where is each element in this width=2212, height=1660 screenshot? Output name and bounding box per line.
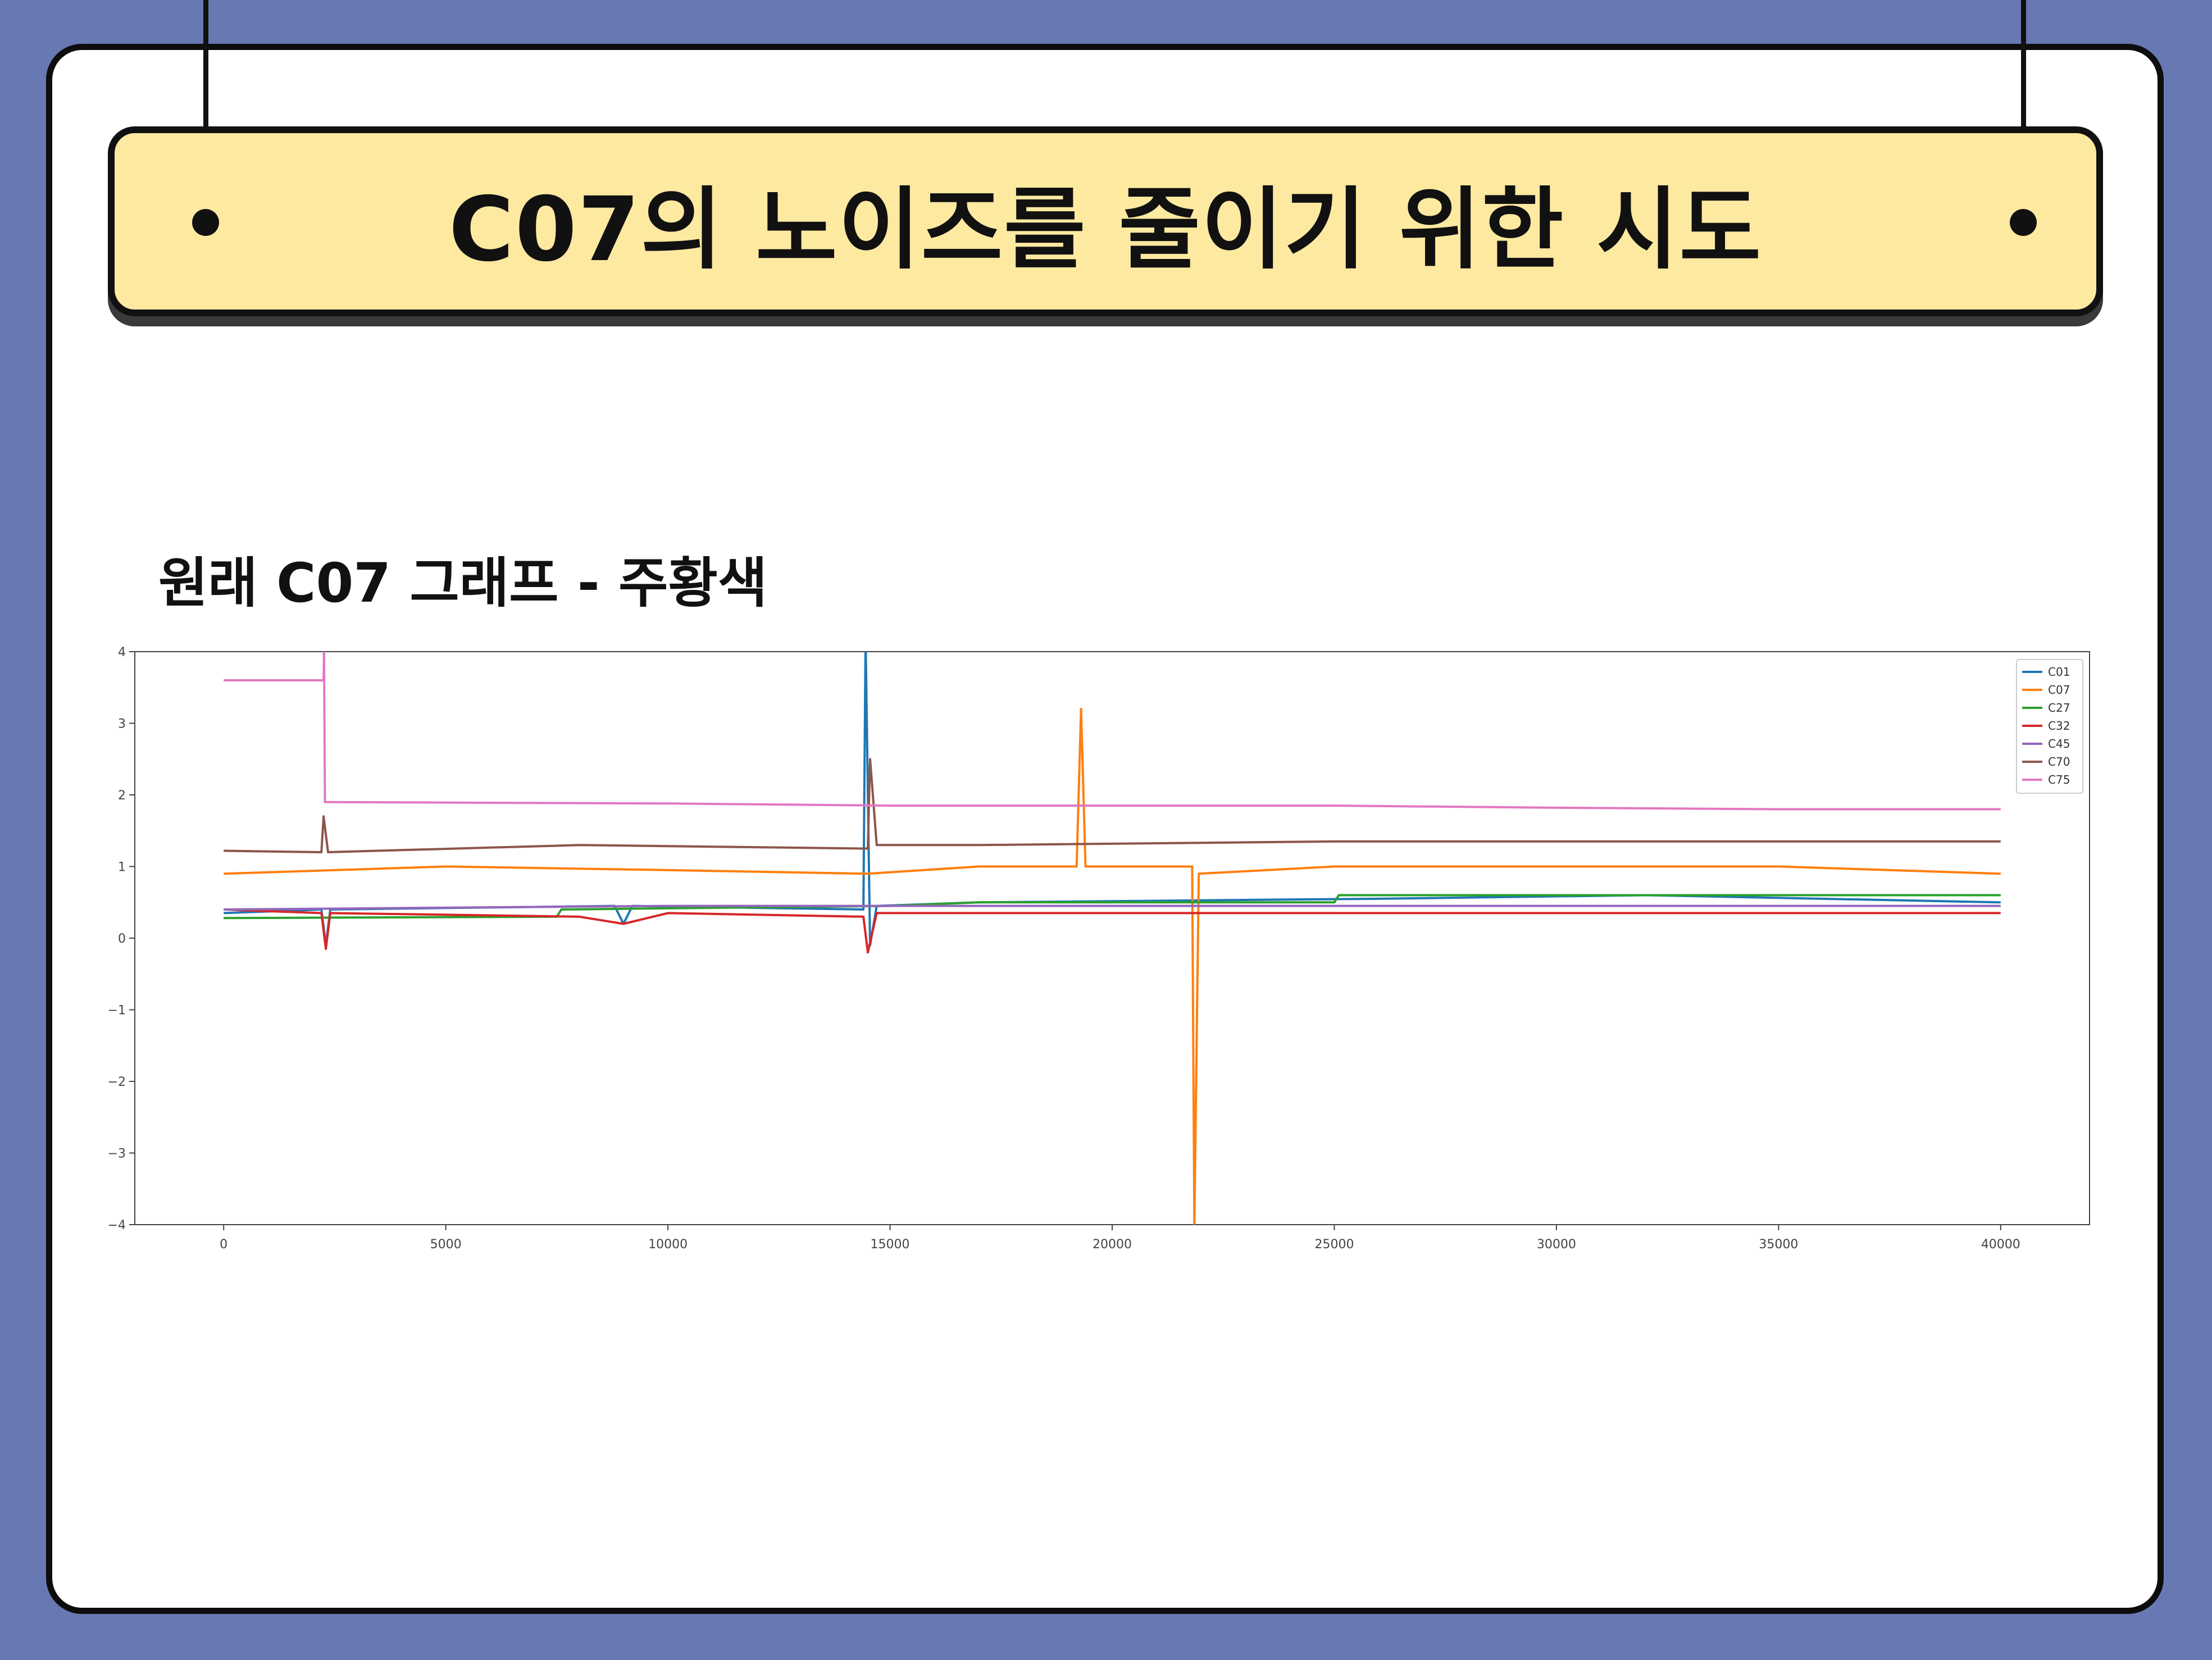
legend-label: C75 <box>2048 773 2070 786</box>
y-tick-label: 1 <box>118 861 126 875</box>
y-tick-label: −1 <box>108 1004 126 1018</box>
banner-pin-right <box>2010 209 2037 236</box>
x-tick-label: 20000 <box>1093 1238 1132 1252</box>
series-line-c27 <box>224 894 2001 920</box>
line-chart: 0 5000 10000 15000 20000 25000 30000 35000 40000… <box>108 645 2090 1252</box>
legend-label: C32 <box>2048 719 2070 733</box>
x-tick-label: 30000 <box>1537 1238 1576 1252</box>
series-line-c45 <box>224 904 2001 911</box>
legend-label: C45 <box>2048 737 2070 751</box>
x-tick-label: 35000 <box>1759 1238 1798 1252</box>
legend-label: C70 <box>2048 755 2070 768</box>
x-tick-label: 25000 <box>1314 1238 1354 1252</box>
legend-label: C07 <box>2048 683 2070 697</box>
series-line-c75 <box>224 652 2001 811</box>
title-banner <box>108 126 2103 316</box>
y-tick-label: 2 <box>118 789 126 803</box>
banner-string-right <box>2021 0 2026 222</box>
y-tick-label: −2 <box>108 1075 126 1089</box>
series-line-c07 <box>224 708 2001 1225</box>
x-tick-label: 0 <box>220 1238 227 1252</box>
x-tick-label: 5000 <box>430 1238 462 1252</box>
x-tick-label: 10000 <box>648 1238 688 1252</box>
y-tick-label: 0 <box>118 932 126 946</box>
series-line-c70 <box>224 758 2001 853</box>
y-tick-label: −3 <box>108 1147 126 1161</box>
plot-area <box>134 651 2090 1225</box>
y-tick-label: 3 <box>118 717 126 731</box>
banner-pin-left <box>192 209 219 236</box>
series-line-c32 <box>224 908 2001 954</box>
x-tick-label: 40000 <box>1981 1238 2020 1252</box>
legend-box <box>2016 659 2083 794</box>
y-tick-label: −4 <box>108 1218 126 1233</box>
y-tick-label: 4 <box>118 645 126 660</box>
x-tick-label: 15000 <box>871 1238 910 1252</box>
legend-label: C27 <box>2048 701 2070 715</box>
slide-title: C07의 노이즈를 줄이기 위한 시도 <box>448 178 1763 281</box>
legend-label: C01 <box>2048 665 2070 679</box>
banner-string-left <box>203 0 208 222</box>
slide-subtitle: 원래 C07 그래프 - 주황색 <box>158 552 768 615</box>
